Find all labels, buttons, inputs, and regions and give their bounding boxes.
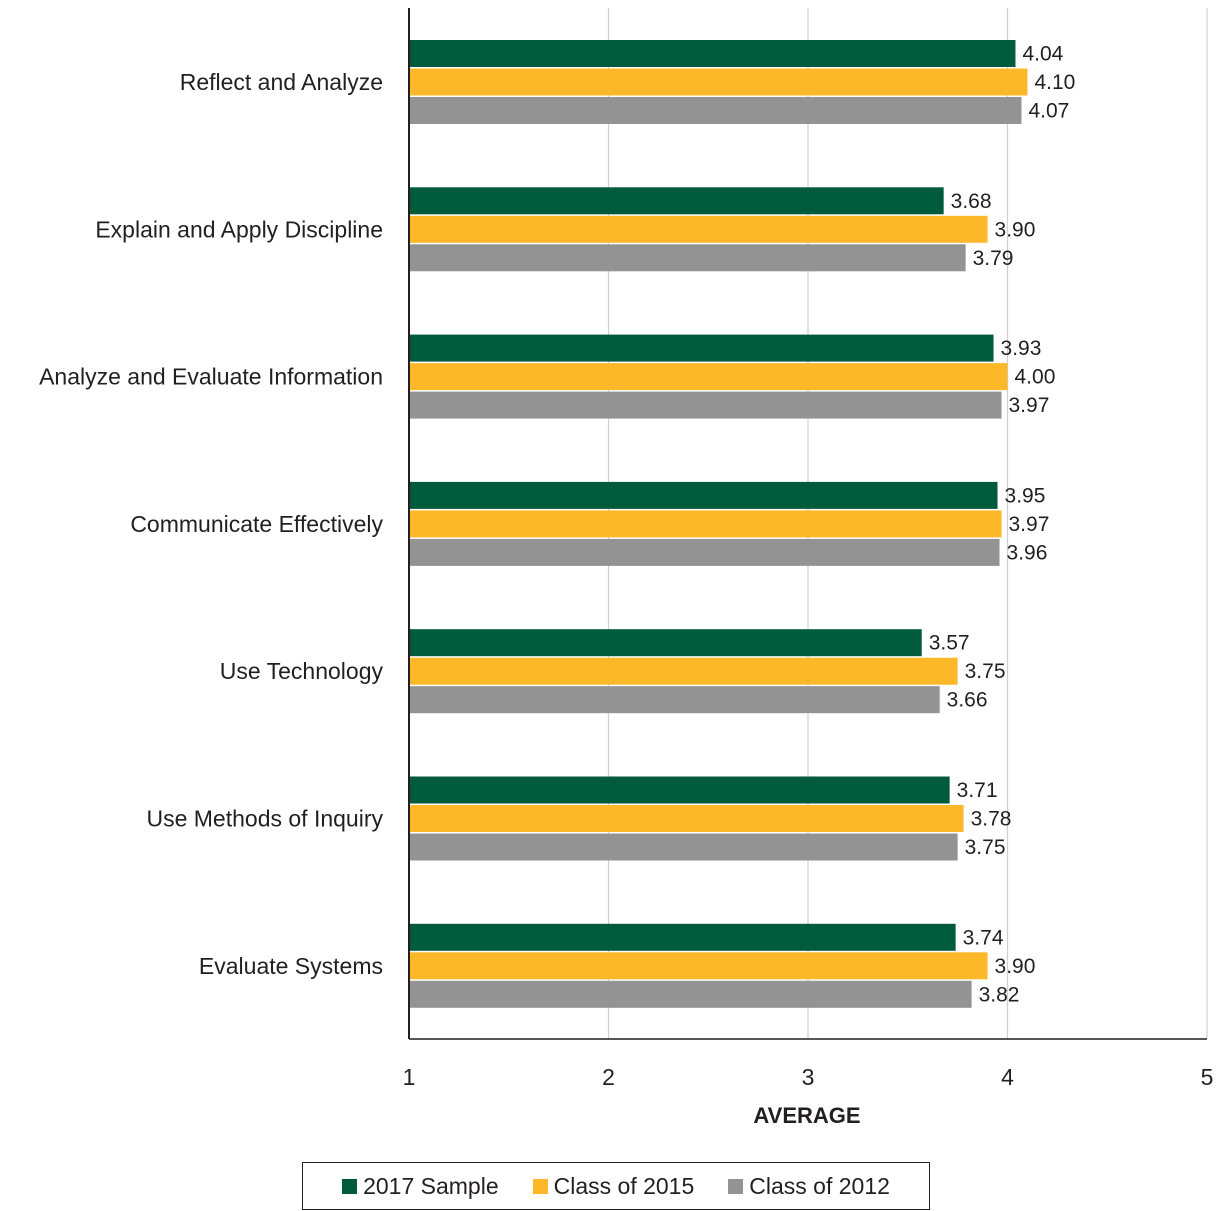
data-label: 3.97 [1009, 513, 1050, 536]
category-label: Use Technology [220, 658, 384, 684]
legend-label: Class of 2012 [749, 1172, 890, 1199]
bar [409, 40, 1016, 67]
data-label: 3.74 [963, 926, 1004, 949]
bar [409, 68, 1028, 96]
data-label: 3.90 [995, 955, 1036, 978]
legend: 2017 Sample Class of 2015 Class of 2012 [302, 1162, 930, 1210]
labels: 1 2 3 4 5 4.04 4.10 4.07 Reflect and Analyze 3.68… [39, 43, 1213, 1091]
bar [409, 833, 958, 861]
bar [409, 481, 998, 509]
x-tick-label: 2 [602, 1064, 615, 1090]
data-label: 3.79 [973, 247, 1014, 270]
x-tick-label: 3 [802, 1064, 815, 1090]
category-label: Reflect and Analyze [180, 69, 383, 95]
category-label: Communicate Effectively [130, 511, 383, 537]
legend-item: Class of 2015 [532, 1172, 695, 1200]
data-label: 3.90 [995, 218, 1036, 241]
bar [409, 244, 966, 272]
category-label: Analyze and Evaluate Information [39, 364, 383, 390]
data-label: 3.93 [1001, 337, 1042, 360]
bar [409, 538, 1000, 566]
bar [409, 952, 988, 980]
bars [409, 40, 1028, 1008]
data-label: 3.75 [965, 836, 1006, 859]
data-label: 3.78 [971, 808, 1012, 831]
data-label: 3.57 [929, 632, 970, 655]
data-label: 3.68 [951, 190, 992, 213]
data-label: 3.96 [1007, 541, 1048, 564]
data-label: 3.97 [1009, 394, 1050, 417]
legend-label: 2017 Sample [363, 1172, 499, 1199]
category-label: Explain and Apply Discipline [95, 216, 383, 242]
bar [409, 805, 964, 832]
bar-chart: 1 2 3 4 5 4.04 4.10 4.07 Reflect and Analyze 3.68… [39, 8, 1213, 1128]
bar [409, 187, 944, 215]
data-label: 4.00 [1015, 366, 1056, 389]
bar [409, 215, 988, 243]
category-label: Evaluate Systems [199, 953, 383, 979]
legend-swatch [342, 1178, 358, 1194]
data-label: 3.75 [965, 660, 1006, 683]
x-tick-label: 1 [403, 1064, 416, 1090]
data-label: 3.71 [957, 779, 998, 802]
data-label: 3.66 [947, 689, 988, 712]
data-label: 3.82 [979, 983, 1020, 1006]
bar [409, 686, 940, 714]
legend-item: Class of 2012 [728, 1173, 890, 1200]
bar [409, 97, 1022, 124]
x-axis-title: AVERAGE [753, 1103, 860, 1128]
bar [409, 923, 956, 951]
bar [409, 510, 1002, 538]
x-tick-label: 5 [1201, 1064, 1214, 1090]
axes [408, 8, 1207, 1040]
x-tick-label: 4 [1001, 1064, 1014, 1090]
bar [409, 980, 972, 1008]
data-label: 4.04 [1022, 43, 1063, 66]
data-label: 4.10 [1034, 71, 1075, 94]
bar [409, 363, 1008, 391]
data-label: 3.95 [1005, 484, 1046, 507]
legend-swatch [532, 1178, 548, 1194]
bar [409, 334, 994, 362]
legend-label: Class of 2015 [553, 1172, 695, 1199]
legend-item: 2017 Sample [342, 1173, 499, 1200]
bar [409, 657, 958, 685]
bar [409, 776, 950, 804]
category-label: Use Methods of Inquiry [146, 806, 383, 832]
bar [409, 629, 922, 657]
data-label: 4.07 [1028, 100, 1069, 123]
bar [409, 391, 1002, 419]
legend-swatch [728, 1178, 744, 1194]
